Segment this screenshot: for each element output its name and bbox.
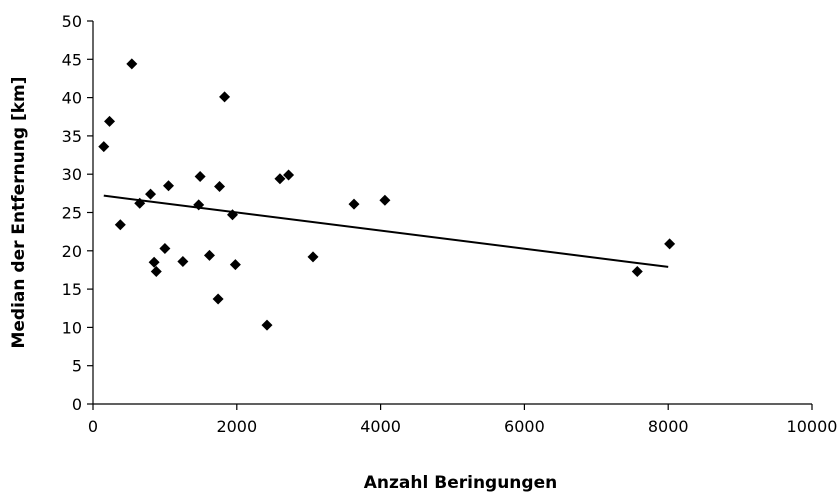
data-point: [148, 256, 160, 268]
data-point: [203, 249, 215, 261]
data-point: [145, 188, 157, 200]
y-tick-label: 20: [62, 242, 82, 261]
data-point: [226, 209, 238, 221]
y-tick-label: 50: [62, 12, 82, 31]
y-tick-label: 30: [62, 165, 82, 184]
data-point: [348, 198, 360, 210]
data-point: [212, 293, 224, 305]
data-point: [162, 180, 174, 192]
data-point: [283, 169, 295, 181]
y-tick-label: 25: [62, 204, 82, 223]
x-tick-label: 2000: [216, 417, 257, 436]
data-point: [177, 256, 189, 268]
data-point: [261, 319, 273, 331]
data-point: [307, 251, 319, 263]
y-tick-label: 40: [62, 89, 82, 108]
y-tick-label: 45: [62, 50, 82, 69]
data-point: [134, 197, 146, 209]
x-tick-label: 10000: [787, 417, 838, 436]
y-axis-ticks: 0 5 10 15 20 25 30 35 40 45 50: [62, 12, 93, 414]
data-point: [126, 58, 138, 70]
y-tick-label: 15: [62, 280, 82, 299]
y-tick-label: 0: [72, 395, 82, 414]
y-axis-title: Median der Entfernung [km]: [9, 76, 29, 348]
y-tick-label: 35: [62, 127, 82, 146]
data-point: [159, 243, 171, 255]
x-tick-label: 6000: [504, 417, 545, 436]
x-axis-ticks: 0 2000 4000 6000 8000 10000: [88, 404, 838, 436]
x-tick-label: 4000: [360, 417, 401, 436]
data-point: [98, 141, 110, 153]
x-axis-title: Anzahl Beringungen: [364, 473, 557, 493]
data-point: [214, 180, 226, 192]
data-point: [193, 199, 205, 211]
y-tick-label: 5: [72, 357, 82, 376]
data-point: [274, 173, 286, 185]
data-point: [104, 115, 116, 127]
data-point: [194, 170, 206, 182]
y-tick-label: 10: [62, 318, 82, 337]
data-point: [379, 194, 391, 206]
data-point: [229, 259, 241, 271]
x-tick-label: 0: [88, 417, 98, 436]
data-point: [114, 219, 126, 231]
data-points: [98, 58, 676, 331]
trendline: [103, 194, 669, 268]
data-point: [664, 238, 676, 250]
x-tick-label: 8000: [648, 417, 689, 436]
data-point: [631, 265, 643, 277]
data-point: [150, 265, 162, 277]
data-point: [219, 91, 231, 103]
